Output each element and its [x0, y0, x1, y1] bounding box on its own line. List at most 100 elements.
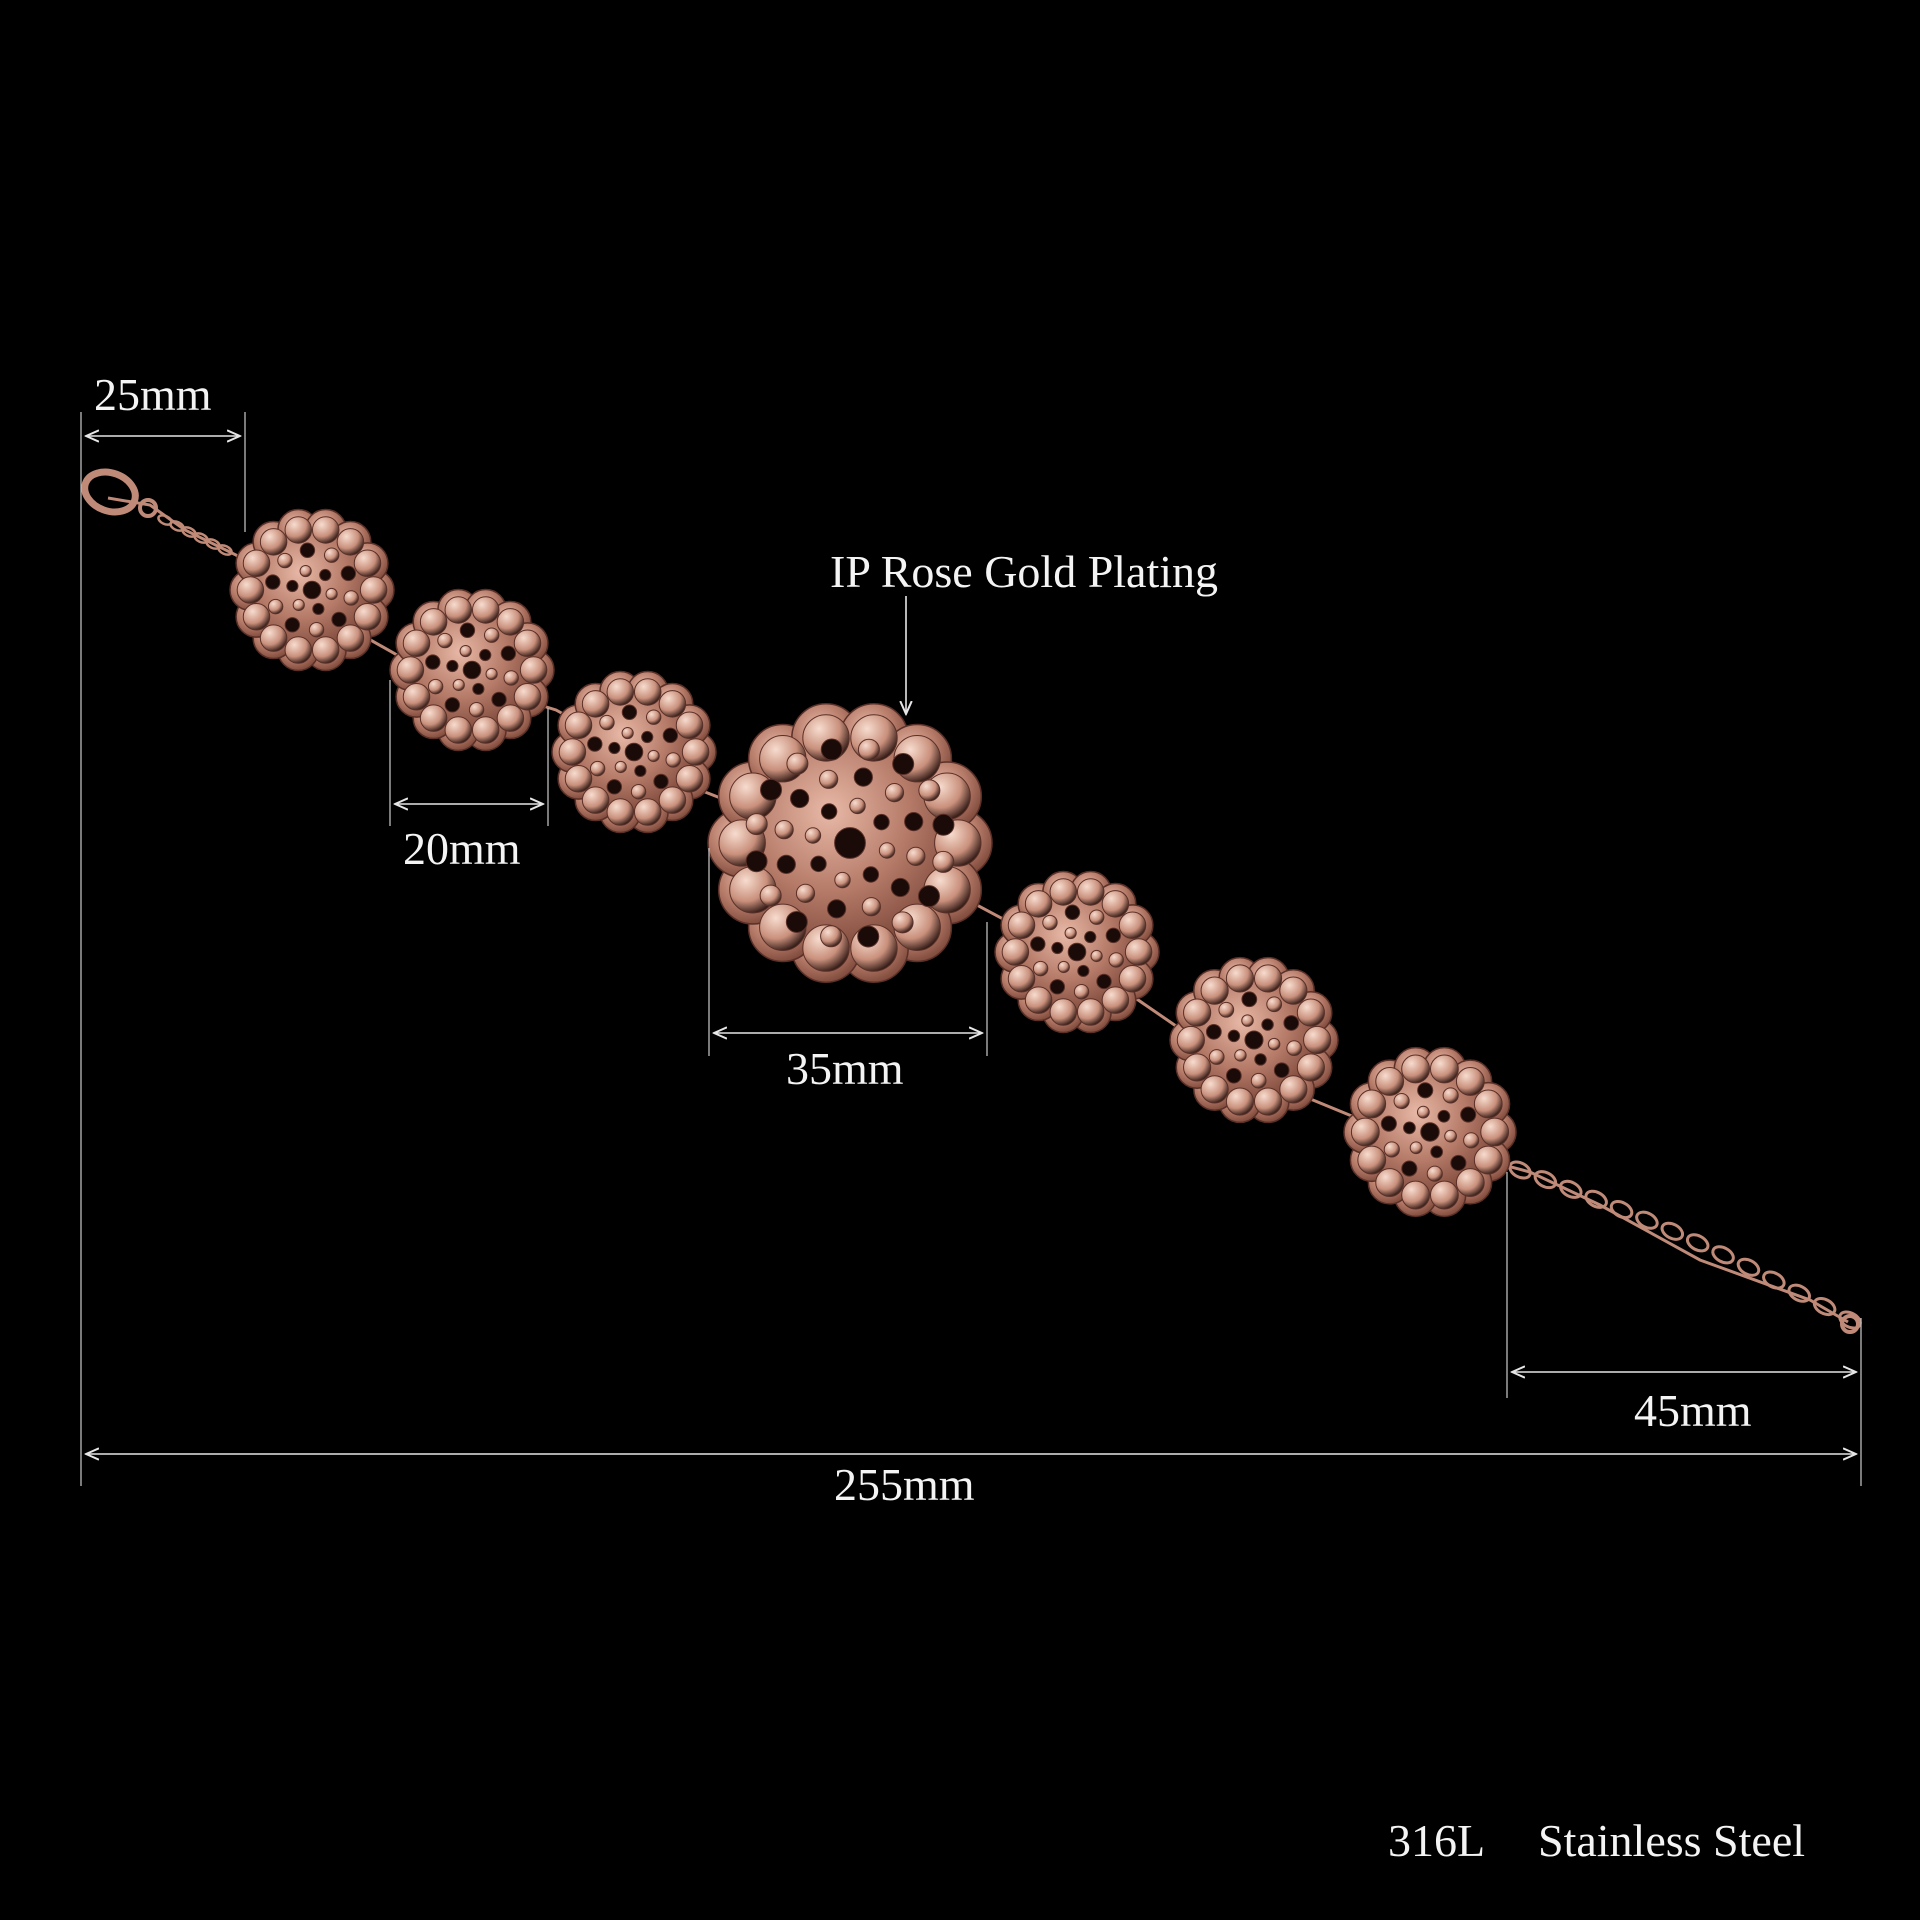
- medallion-cutout: [471, 596, 500, 624]
- medallion-cutout: [658, 786, 687, 814]
- medallion-cutout: [1409, 1141, 1423, 1155]
- medallion-cutout: [665, 752, 681, 768]
- extender-link: [1584, 1189, 1608, 1209]
- medallion-center: [302, 580, 322, 600]
- medallion-cutout: [1401, 1180, 1431, 1210]
- medallion-cutout: [1076, 998, 1105, 1026]
- medallion-cutout: [427, 678, 444, 695]
- medallion-cutout: [496, 704, 525, 732]
- medallion-cutout: [1105, 927, 1122, 944]
- medallion-cutout: [519, 656, 548, 684]
- medallion-cutout: [284, 617, 301, 633]
- medallion-center: [462, 660, 482, 680]
- medallion-cutout: [1108, 952, 1124, 968]
- medallion-cutout: [614, 760, 627, 774]
- plating-callout-label: IP Rose Gold Plating: [830, 546, 1219, 597]
- medallion-cutout: [1076, 878, 1105, 906]
- medallion-cutout: [581, 690, 610, 718]
- medallion-cutout: [336, 528, 365, 556]
- medallion-cutout: [1393, 1092, 1410, 1110]
- medallion-cutout: [236, 576, 265, 604]
- dimension-lines: [80, 412, 1862, 1486]
- medallion-cutout: [675, 711, 704, 740]
- medallion-cutout: [608, 741, 621, 755]
- medallion-cutout: [1049, 998, 1078, 1026]
- medallion-cutout: [878, 842, 896, 859]
- medallion-cutout: [891, 911, 914, 934]
- medallion-cutout: [890, 877, 910, 898]
- clasp-jump-ring: [138, 498, 158, 518]
- clasp-chain-link: [217, 544, 233, 556]
- medallion-cutout: [633, 798, 662, 826]
- medallion-cutout: [359, 576, 388, 604]
- medallion-cutout: [402, 629, 431, 658]
- medallion-cutout: [1357, 1089, 1387, 1119]
- medallion-cutout: [1024, 890, 1053, 918]
- medallion-cutout: [265, 574, 281, 590]
- medallion-cutout: [242, 549, 271, 578]
- medallion-cutout: [1032, 960, 1049, 977]
- medallion-cutout: [1084, 930, 1097, 944]
- medallion-cutout: [1283, 1015, 1300, 1031]
- medallion-cutout: [1200, 976, 1229, 1005]
- extender-link: [1660, 1221, 1685, 1241]
- medallion-cutout: [759, 884, 782, 907]
- medallion-cutout: [1296, 998, 1325, 1027]
- medallion-cutout: [857, 738, 880, 761]
- medallion-cutout: [810, 855, 827, 873]
- flower-medallion: [229, 508, 395, 672]
- total-length-label: 255mm: [834, 1459, 975, 1510]
- medallion-cutout: [468, 702, 485, 718]
- medallion-cutout: [795, 883, 816, 903]
- medallion-cutout: [849, 797, 866, 815]
- flower-medallion: [389, 588, 555, 752]
- medallion-cutout: [862, 866, 880, 883]
- medallion-cutout: [402, 682, 431, 711]
- medallion-cutout: [284, 636, 313, 664]
- medallion-cutout: [675, 764, 704, 793]
- medallion-cutout: [343, 590, 359, 606]
- medallion-cutout: [1463, 1132, 1480, 1149]
- medallion-cutout: [242, 602, 271, 631]
- medallion-cutout: [483, 627, 500, 643]
- medallion-cutout: [325, 587, 338, 601]
- medallion-cutout: [1064, 926, 1077, 940]
- medallion-cutout: [819, 769, 839, 789]
- medallion-cutout: [774, 820, 794, 840]
- medallion-cutout: [1051, 941, 1064, 955]
- medallion-cutout: [1455, 1168, 1485, 1197]
- medallion-cutout: [1064, 904, 1081, 920]
- medallion-cutout: [1077, 964, 1090, 978]
- extender-link: [1711, 1245, 1735, 1265]
- medallion-cutout: [1088, 909, 1105, 925]
- medallion-cutout: [1473, 1089, 1503, 1119]
- medallion-cutout: [1303, 1025, 1332, 1055]
- extender-link: [1812, 1296, 1837, 1317]
- medallion-cutout: [459, 622, 476, 638]
- medallion-cutout: [820, 925, 843, 948]
- medallion-cutout: [396, 656, 425, 684]
- medallion-cutout: [312, 602, 325, 616]
- medallion-cutout: [662, 727, 679, 744]
- medallion-cutout: [1429, 1054, 1459, 1084]
- medallion-cutout: [500, 645, 517, 662]
- medallion-cutout: [1426, 1165, 1443, 1182]
- medallion-cutout: [452, 678, 465, 692]
- medallion-cutout: [606, 779, 623, 795]
- material-grade-label: 316L: [1388, 1815, 1486, 1866]
- medallion-cutout: [472, 682, 485, 696]
- medallion-center: [1244, 1030, 1264, 1050]
- medallion-cutout: [904, 812, 924, 832]
- medallion-cutout: [1030, 936, 1046, 952]
- medallion-cutout: [785, 910, 808, 933]
- medallion-cutout: [647, 749, 660, 763]
- medallion-cutout: [479, 648, 492, 662]
- medallion-cutout: [564, 764, 593, 793]
- medallion-cutout: [820, 803, 838, 820]
- medallion-cutout: [1375, 1067, 1405, 1096]
- extender-link: [1762, 1270, 1786, 1290]
- medallion-cutout: [425, 654, 441, 670]
- medallion-center: [1067, 942, 1087, 962]
- medallion-cutout: [681, 738, 710, 766]
- medallion-cutout: [1261, 1018, 1274, 1031]
